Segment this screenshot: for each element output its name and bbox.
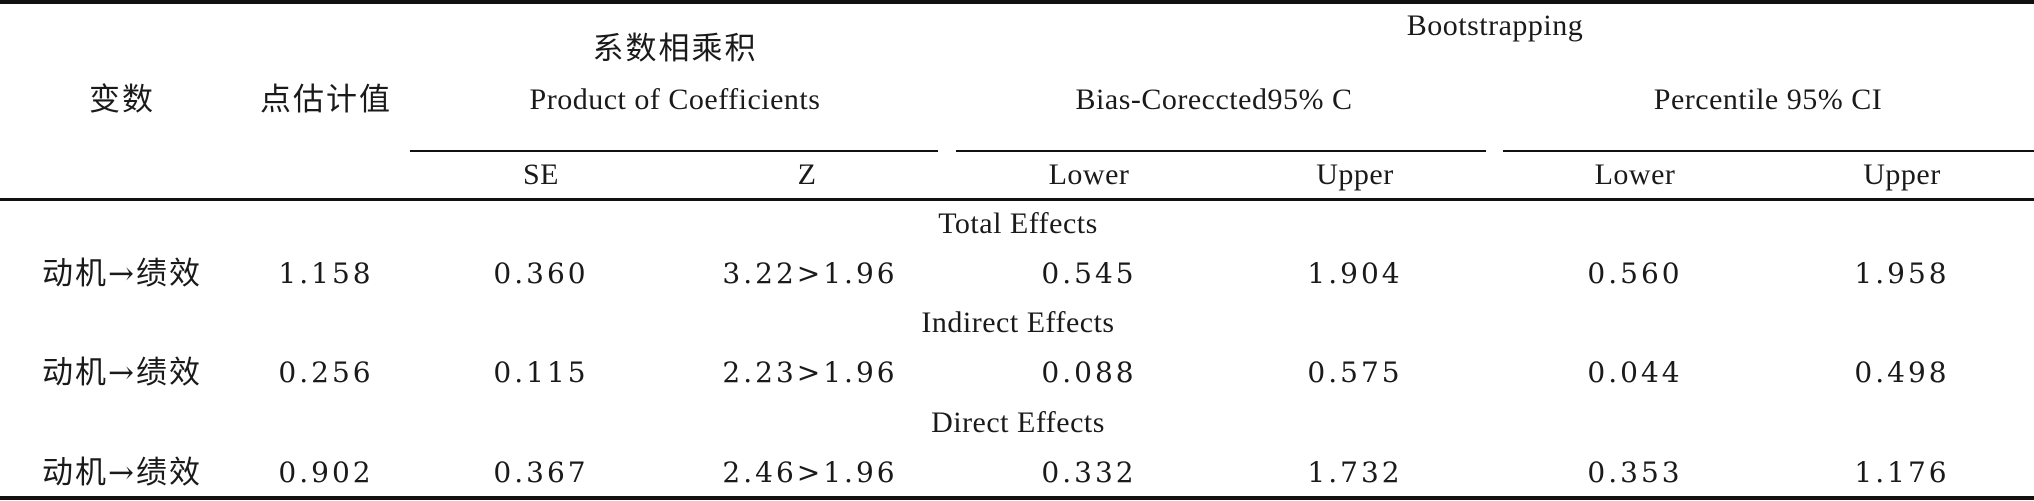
section-title-direct: Direct Effects bbox=[931, 406, 1105, 439]
row-variable: 动机→绩效 bbox=[42, 455, 202, 491]
header-bias-corrected: Bias-Coreccted95% C bbox=[1075, 83, 1353, 116]
section-title-indirect: Indirect Effects bbox=[921, 306, 1115, 339]
header-z: Z bbox=[797, 158, 817, 191]
percentile-subrule bbox=[1503, 150, 2034, 152]
row-bc-lower: 0.332 bbox=[1041, 456, 1137, 489]
header-pct-upper: Upper bbox=[1863, 158, 1941, 191]
row-pct-lower: 0.044 bbox=[1587, 356, 1683, 389]
row-bc-upper: 1.732 bbox=[1307, 456, 1403, 489]
header-bc-upper: Upper bbox=[1316, 158, 1394, 191]
row-pct-upper: 0.498 bbox=[1854, 356, 1950, 389]
row-variable: 动机→绩效 bbox=[42, 355, 202, 391]
header-variable: 变数 bbox=[89, 82, 155, 118]
product-subrule bbox=[410, 150, 938, 152]
row-point-estimate: 1.158 bbox=[278, 257, 374, 290]
row-se: 0.367 bbox=[493, 456, 589, 489]
row-bc-lower: 0.545 bbox=[1041, 257, 1137, 290]
header-pct-lower: Lower bbox=[1594, 158, 1676, 191]
header-bottom-rule bbox=[0, 198, 2034, 201]
row-pct-lower: 0.560 bbox=[1587, 257, 1683, 290]
header-bootstrapping: Bootstrapping bbox=[1406, 9, 1584, 42]
row-se: 0.115 bbox=[493, 356, 589, 389]
row-bc-lower: 0.088 bbox=[1041, 356, 1137, 389]
row-pct-upper: 1.176 bbox=[1854, 456, 1950, 489]
top-rule bbox=[0, 0, 2034, 4]
row-bc-upper: 0.575 bbox=[1307, 356, 1403, 389]
header-point-estimate: 点估计值 bbox=[260, 82, 392, 118]
row-bc-upper: 1.904 bbox=[1307, 257, 1403, 290]
row-z: 2.46>1.96 bbox=[722, 456, 898, 489]
bias-subrule bbox=[956, 150, 1486, 152]
header-se: SE bbox=[522, 158, 560, 191]
row-z: 3.22>1.96 bbox=[722, 257, 898, 290]
section-title-total: Total Effects bbox=[938, 207, 1098, 240]
row-point-estimate: 0.902 bbox=[278, 456, 374, 489]
bottom-rule bbox=[0, 496, 2034, 500]
header-product-cn: 系数相乘积 bbox=[592, 31, 758, 67]
header-product-en: Product of Coefficients bbox=[529, 83, 821, 116]
row-pct-upper: 1.958 bbox=[1854, 257, 1950, 290]
header-percentile: Percentile 95% CI bbox=[1653, 83, 1883, 116]
row-z: 2.23>1.96 bbox=[722, 356, 898, 389]
row-point-estimate: 0.256 bbox=[278, 356, 374, 389]
row-variable: 动机→绩效 bbox=[42, 256, 202, 292]
row-se: 0.360 bbox=[493, 257, 589, 290]
row-pct-lower: 0.353 bbox=[1587, 456, 1683, 489]
header-bc-lower: Lower bbox=[1048, 158, 1130, 191]
